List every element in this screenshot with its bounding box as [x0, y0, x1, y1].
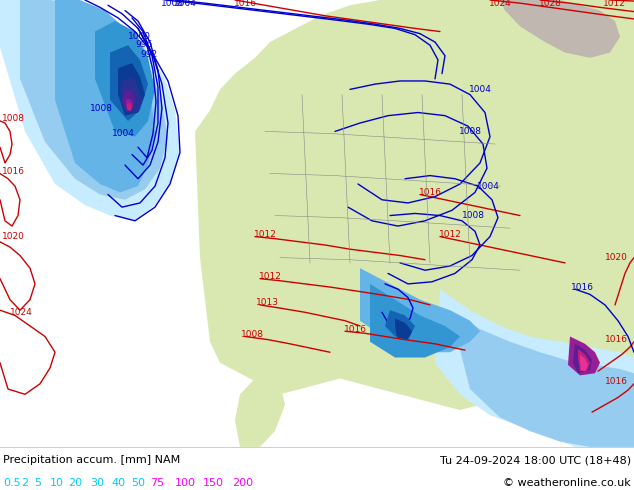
Text: 150: 150: [203, 478, 224, 489]
Text: 1028: 1028: [538, 0, 562, 8]
Text: 10: 10: [50, 478, 64, 489]
Polygon shape: [435, 289, 634, 447]
Text: 1004: 1004: [174, 0, 197, 8]
Text: 50: 50: [131, 478, 145, 489]
Text: © weatheronline.co.uk: © weatheronline.co.uk: [503, 478, 631, 489]
Text: 1004: 1004: [477, 182, 500, 191]
Text: 996: 996: [135, 40, 152, 49]
Text: 20: 20: [68, 478, 82, 489]
Text: 1013: 1013: [256, 298, 278, 307]
Polygon shape: [118, 63, 145, 116]
Polygon shape: [395, 318, 412, 340]
Text: 5: 5: [34, 478, 41, 489]
Text: 1020: 1020: [2, 232, 25, 241]
Text: 1012: 1012: [602, 0, 625, 8]
Text: 1016: 1016: [571, 283, 593, 292]
Text: 200: 200: [232, 478, 253, 489]
Polygon shape: [0, 0, 100, 58]
Text: 40: 40: [111, 478, 125, 489]
Text: Tu 24-09-2024 18:00 UTC (18+48): Tu 24-09-2024 18:00 UTC (18+48): [440, 455, 631, 465]
Text: 1008: 1008: [160, 0, 183, 8]
Polygon shape: [573, 344, 592, 373]
Polygon shape: [95, 21, 155, 137]
Text: 992: 992: [140, 50, 157, 59]
Polygon shape: [126, 99, 133, 110]
Text: 1008: 1008: [90, 104, 113, 113]
Text: 1016: 1016: [2, 167, 25, 176]
Text: 30: 30: [90, 478, 104, 489]
Polygon shape: [122, 77, 142, 113]
Text: 1008: 1008: [462, 211, 484, 220]
Text: 1016: 1016: [418, 188, 441, 197]
Text: 1012: 1012: [259, 272, 281, 281]
Polygon shape: [500, 0, 620, 58]
Text: 1016: 1016: [605, 335, 628, 344]
Text: 1024: 1024: [10, 308, 33, 317]
Polygon shape: [20, 0, 168, 200]
Text: 1012: 1012: [439, 230, 462, 239]
Polygon shape: [195, 0, 634, 437]
Text: 1012: 1012: [254, 230, 276, 239]
Text: 1008: 1008: [2, 114, 25, 123]
Polygon shape: [127, 103, 132, 111]
Text: 0.5: 0.5: [3, 478, 21, 489]
Text: Precipitation accum. [mm] NAM: Precipitation accum. [mm] NAM: [3, 455, 180, 465]
Text: 100: 100: [175, 478, 196, 489]
Text: 1016: 1016: [233, 0, 257, 8]
Text: 75: 75: [150, 478, 164, 489]
Text: 1008: 1008: [240, 330, 264, 339]
Polygon shape: [110, 45, 148, 121]
Text: 1016: 1016: [605, 377, 628, 386]
Polygon shape: [568, 337, 600, 375]
Polygon shape: [55, 0, 155, 193]
Polygon shape: [578, 349, 590, 371]
Text: 1000: 1000: [128, 32, 151, 41]
Polygon shape: [370, 284, 460, 358]
Text: 1004: 1004: [469, 85, 491, 94]
Text: 1020: 1020: [605, 253, 628, 262]
Polygon shape: [0, 0, 180, 221]
Polygon shape: [360, 268, 480, 352]
Polygon shape: [450, 310, 634, 447]
Text: 1024: 1024: [489, 0, 512, 8]
Text: 1004: 1004: [112, 129, 135, 138]
Text: 1008: 1008: [458, 127, 481, 136]
Polygon shape: [122, 89, 135, 110]
Polygon shape: [235, 373, 285, 447]
Text: 2: 2: [21, 478, 28, 489]
Text: 1016: 1016: [344, 324, 366, 334]
Polygon shape: [385, 310, 415, 337]
Polygon shape: [580, 354, 588, 371]
